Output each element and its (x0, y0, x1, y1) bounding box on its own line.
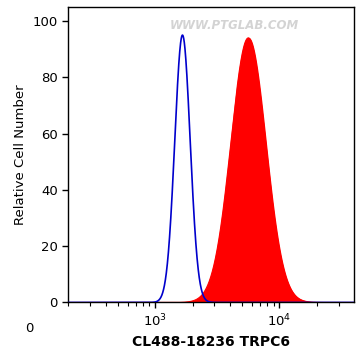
Y-axis label: Relative Cell Number: Relative Cell Number (14, 84, 27, 225)
X-axis label: CL488-18236 TRPC6: CL488-18236 TRPC6 (132, 335, 290, 349)
Text: WWW.PTGLAB.COM: WWW.PTGLAB.COM (169, 19, 299, 32)
Text: 0: 0 (25, 322, 34, 335)
